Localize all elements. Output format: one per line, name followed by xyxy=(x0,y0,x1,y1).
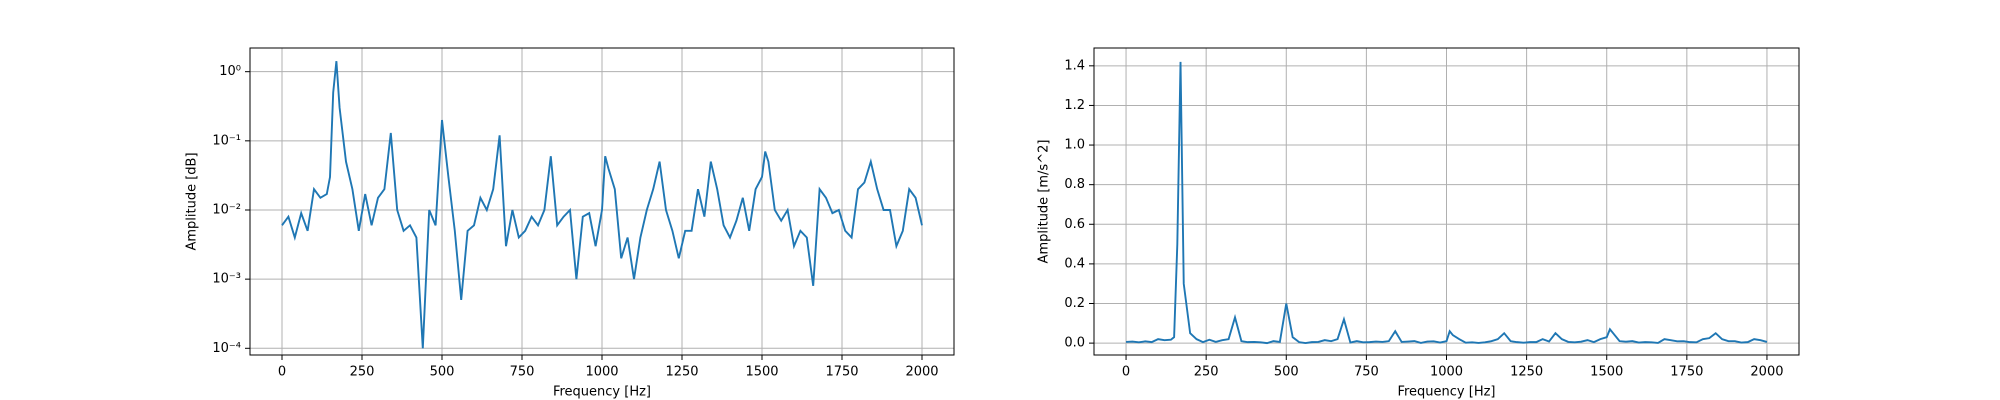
x-tick-label: 1750 xyxy=(1670,365,1703,380)
y-tick-label: 10⁻⁴ xyxy=(212,341,241,356)
y-tick-label: 10⁻² xyxy=(212,202,241,217)
x-tick-label: 500 xyxy=(430,365,455,380)
x-tick-label: 0 xyxy=(1122,365,1130,380)
x-tick-label: 500 xyxy=(1274,365,1299,380)
x-tick-label: 1250 xyxy=(1510,365,1543,380)
x-tick-label: 250 xyxy=(1194,365,1219,380)
data-line xyxy=(281,61,923,349)
x-tick-label: 1250 xyxy=(665,365,698,380)
x-tick-label: 0 xyxy=(278,365,286,380)
x-axis-label: Frequency [Hz] xyxy=(1397,385,1495,400)
axes-frame xyxy=(1093,47,1800,356)
x-tick-label: 750 xyxy=(1354,365,1379,380)
y-axis-label: Amplitude [m/s^2] xyxy=(1037,140,1052,264)
y-tick-label: 0.2 xyxy=(1064,296,1085,311)
x-tick-label: 1000 xyxy=(585,365,618,380)
x-tick-label: 2000 xyxy=(1750,365,1783,380)
y-tick-label: 10⁻³ xyxy=(212,272,241,287)
y-tick-label: 1.4 xyxy=(1064,58,1085,73)
x-axis-label: Frequency [Hz] xyxy=(553,385,651,400)
y-tick-label: 10⁰ xyxy=(219,64,241,79)
x-tick-label: 1500 xyxy=(1590,365,1623,380)
x-tick-label: 1750 xyxy=(825,365,858,380)
y-tick-label: 0.0 xyxy=(1064,336,1085,351)
axes-frame xyxy=(249,47,955,356)
data-line xyxy=(1125,61,1768,345)
y-tick-label: 1.0 xyxy=(1064,138,1085,153)
x-tick-label: 1000 xyxy=(1430,365,1463,380)
x-tick-label: 2000 xyxy=(905,365,938,380)
x-tick-label: 1500 xyxy=(745,365,778,380)
y-tick-label: 0.4 xyxy=(1064,256,1085,271)
y-axis-label: Amplitude [dB] xyxy=(185,152,200,250)
y-tick-label: 0.6 xyxy=(1064,217,1085,232)
y-tick-label: 10⁻¹ xyxy=(212,133,241,148)
y-tick-label: 0.8 xyxy=(1064,177,1085,192)
x-tick-label: 750 xyxy=(510,365,535,380)
y-tick-label: 1.2 xyxy=(1064,98,1085,113)
x-tick-label: 250 xyxy=(350,365,375,380)
